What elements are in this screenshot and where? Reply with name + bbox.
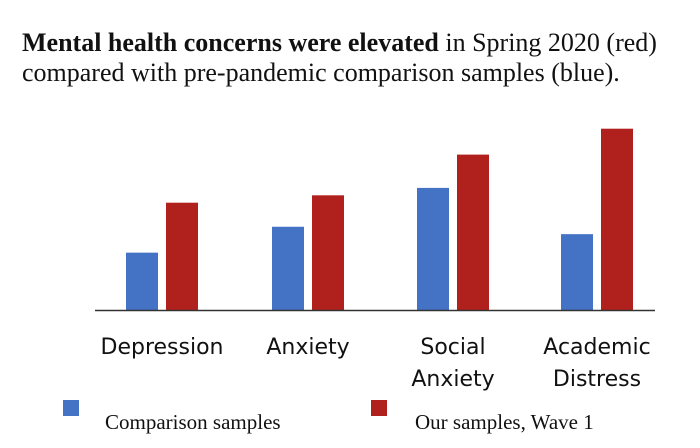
- bar-ours-0: [166, 202, 198, 310]
- chart-title-rest: in Spring 2020 (red) compared with pre-p…: [22, 28, 657, 87]
- bar-ours-3: [601, 128, 633, 310]
- bar-ours-1: [312, 195, 344, 310]
- bar-comparison-0: [126, 252, 158, 310]
- category-label-2-0: Social: [420, 335, 485, 360]
- category-label-1-0: Anxiety: [266, 335, 349, 360]
- category-label-0-0: Depression: [101, 335, 224, 360]
- bar-comparison-2: [417, 187, 449, 310]
- chart-title: Mental health concerns were elevated in …: [22, 28, 692, 88]
- category-label-3-1: Distress: [553, 367, 641, 392]
- legend-swatch-ours: [371, 400, 387, 416]
- legend-label-ours: Our samples, Wave 1: [415, 410, 594, 434]
- category-label-3-0: Academic: [543, 335, 650, 360]
- chart-title-bold: Mental health concerns were elevated: [22, 28, 439, 57]
- category-label-2-1: Anxiety: [411, 367, 494, 392]
- bar-comparison-1: [272, 226, 304, 310]
- bar-ours-2: [457, 154, 489, 310]
- bar-comparison-3: [561, 234, 593, 310]
- legend: Comparison samples Our samples, Wave 1: [0, 398, 700, 438]
- legend-swatch-comparison: [63, 400, 79, 416]
- legend-label-comparison: Comparison samples: [105, 410, 281, 434]
